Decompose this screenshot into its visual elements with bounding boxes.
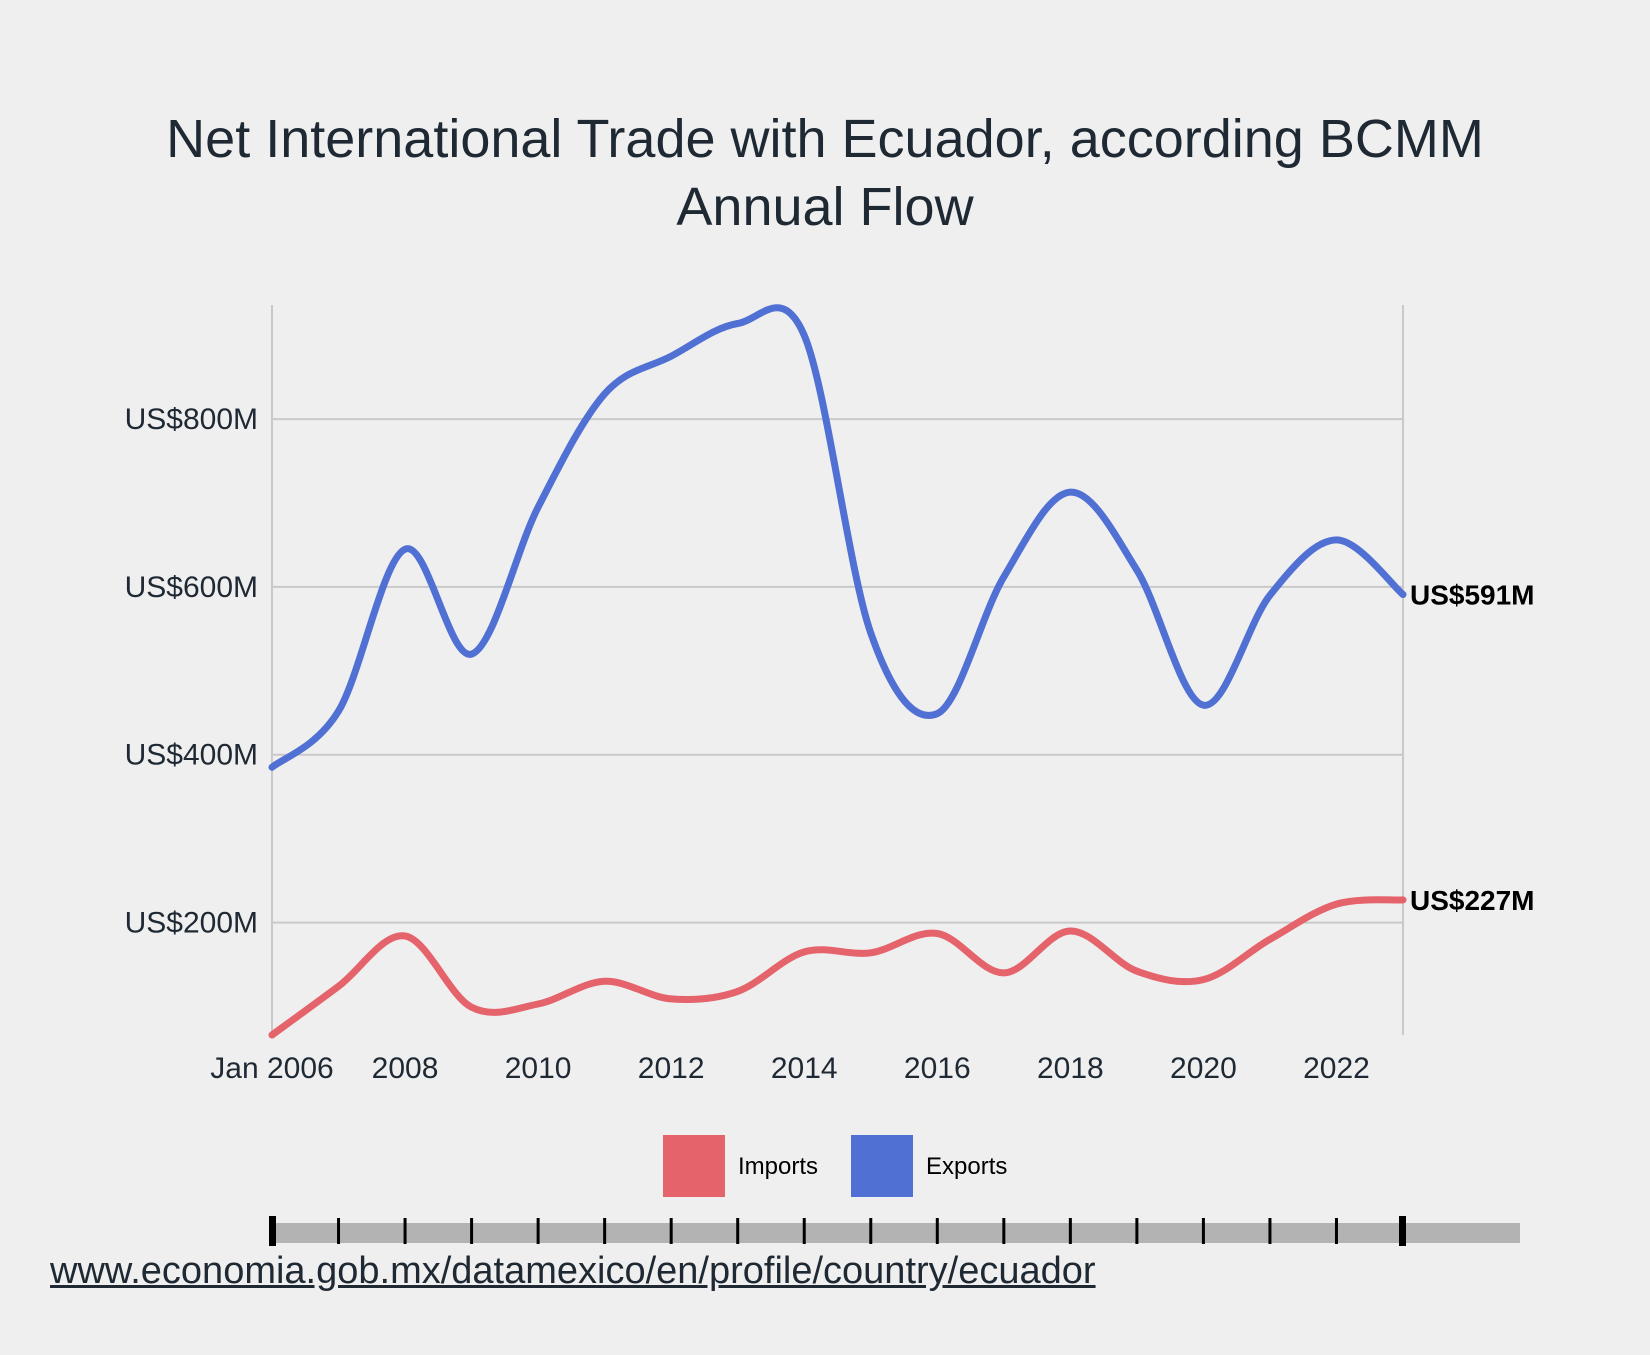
chart-subtitle: Annual Flow	[676, 177, 974, 237]
imports-point[interactable]	[402, 932, 409, 939]
x-tick-label: 2018	[1037, 1052, 1104, 1085]
exports-point[interactable]	[734, 320, 741, 327]
timeline-handle-end[interactable]	[1399, 1216, 1406, 1246]
chart-title: Net International Trade with Ecuador, ac…	[166, 109, 1484, 169]
exports-point[interactable]	[867, 630, 874, 637]
imports-point[interactable]	[468, 1004, 475, 1011]
x-tick-label: 2020	[1170, 1052, 1237, 1085]
imports-point[interactable]	[1000, 969, 1007, 976]
x-tick-label: 2010	[505, 1052, 572, 1085]
legend-label-exports: Exports	[926, 1153, 1007, 1180]
imports-point[interactable]	[867, 949, 874, 956]
exports-point[interactable]	[269, 764, 275, 771]
legend-swatch-exports[interactable]	[851, 1135, 913, 1197]
exports-point[interactable]	[801, 332, 808, 339]
exports-end-label: US$591M	[1410, 579, 1535, 610]
y-tick-label: US$200M	[125, 907, 258, 940]
grid	[271, 305, 1404, 1035]
exports-line	[268, 304, 1407, 771]
x-tick-label: 2014	[771, 1052, 838, 1085]
exports-point[interactable]	[1200, 702, 1207, 709]
legend: Imports Exports	[663, 1135, 1007, 1197]
exports-point[interactable]	[402, 546, 409, 553]
timeline-handle-start[interactable]	[269, 1216, 276, 1246]
y-tick-label: US$400M	[125, 739, 258, 772]
imports-point[interactable]	[601, 978, 608, 985]
imports-point[interactable]	[1400, 896, 1406, 903]
x-tick-label: 2008	[372, 1052, 439, 1085]
imports-point[interactable]	[535, 1000, 542, 1007]
imports-point[interactable]	[1067, 927, 1074, 934]
x-tick-label: 2012	[638, 1052, 705, 1085]
y-axis: US$200M US$400M US$600M US$800M	[125, 403, 258, 939]
exports-point[interactable]	[668, 353, 675, 360]
exports-point[interactable]	[1333, 536, 1340, 543]
exports-point[interactable]	[1266, 592, 1273, 599]
imports-point[interactable]	[934, 930, 941, 937]
exports-point[interactable]	[1400, 591, 1406, 598]
timeline-track[interactable]	[272, 1223, 1520, 1243]
exports-point[interactable]	[335, 708, 342, 715]
series-layer: US$227M US$591M	[268, 304, 1535, 1039]
exports-point[interactable]	[1133, 567, 1140, 574]
x-tick-label: 2016	[904, 1052, 971, 1085]
x-tick-label: Jan 2006	[210, 1052, 333, 1085]
x-axis: Jan 2006 2008 2010 2012 2014 2016 2018 2020 2022	[210, 1052, 1370, 1085]
exports-point[interactable]	[535, 504, 542, 511]
imports-point[interactable]	[1200, 976, 1207, 983]
imports-line	[268, 896, 1407, 1039]
imports-point[interactable]	[801, 948, 808, 955]
legend-label-imports: Imports	[738, 1153, 818, 1180]
exports-point[interactable]	[468, 651, 475, 658]
imports-point[interactable]	[734, 988, 741, 995]
imports-point[interactable]	[1333, 901, 1340, 908]
source-link[interactable]: www.economia.gob.mx/datamexico/en/profil…	[50, 1250, 1096, 1292]
imports-point[interactable]	[1266, 936, 1273, 943]
y-tick-label: US$600M	[125, 571, 258, 604]
imports-end-label: US$227M	[1410, 885, 1535, 916]
imports-point[interactable]	[335, 983, 342, 990]
exports-point[interactable]	[1000, 573, 1007, 580]
exports-point[interactable]	[1067, 489, 1074, 496]
x-tick-label: 2022	[1303, 1052, 1370, 1085]
legend-swatch-imports[interactable]	[663, 1135, 725, 1197]
y-tick-label: US$800M	[125, 403, 258, 436]
exports-point[interactable]	[934, 710, 941, 717]
imports-point[interactable]	[668, 995, 675, 1002]
imports-point[interactable]	[1133, 968, 1140, 975]
exports-point[interactable]	[601, 390, 608, 397]
timeline-slider[interactable]	[269, 1216, 1520, 1246]
imports-point[interactable]	[269, 1032, 275, 1038]
